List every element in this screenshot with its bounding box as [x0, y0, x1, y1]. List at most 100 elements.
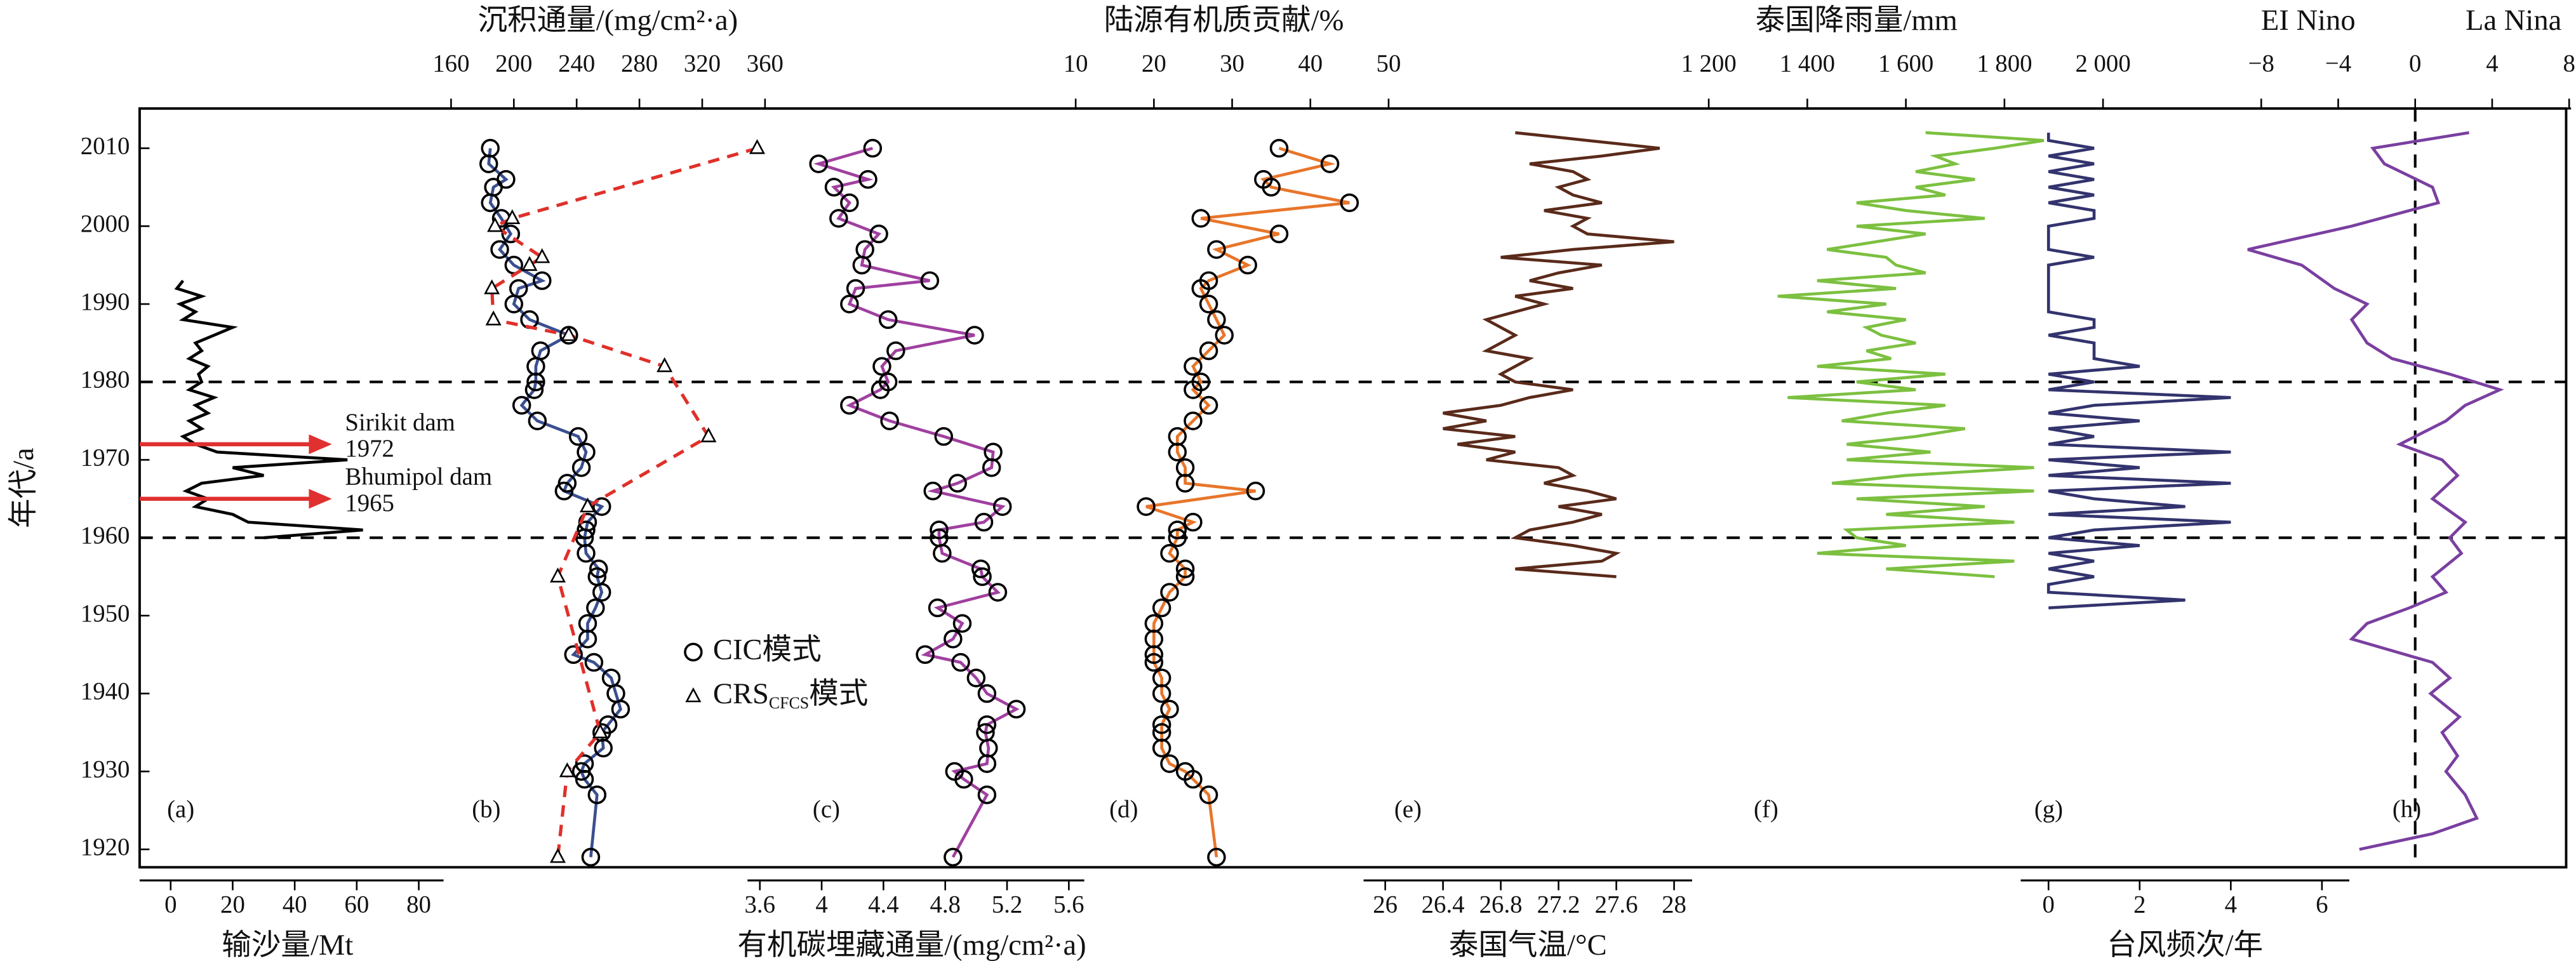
x-tick-label: 4.8 [930, 891, 961, 918]
data-point [977, 754, 997, 773]
x-tick-label: 2 [2133, 891, 2146, 918]
data-point [1152, 598, 1171, 618]
data-point [992, 497, 1012, 516]
data-point [1184, 769, 1203, 789]
data-point [1006, 699, 1026, 719]
data-point [577, 520, 596, 540]
x-tick-label: 50 [1377, 50, 1401, 77]
data-point [611, 699, 631, 719]
data-point [869, 224, 888, 244]
data-point [577, 543, 596, 563]
data-point [840, 395, 859, 415]
data-point [504, 295, 524, 314]
data-point [1175, 474, 1195, 493]
data-point [1340, 193, 1359, 213]
data-point [1160, 699, 1179, 719]
data-point [592, 497, 611, 516]
data-line [174, 279, 363, 540]
data-line [813, 147, 1020, 858]
x-tick-label: 280 [621, 50, 658, 77]
x-tick-label: 200 [495, 50, 532, 77]
y-tick-label: 2000 [81, 210, 130, 237]
data-point [1320, 154, 1340, 173]
data-point [564, 645, 583, 665]
data-point [749, 139, 765, 154]
data-line [1443, 131, 1674, 578]
legend-marker [685, 687, 702, 703]
x-axis-label: EI Nino [2261, 4, 2356, 37]
data-point [1269, 224, 1289, 244]
annotation-text: Bhumipol dam [345, 463, 492, 491]
x-axis-label: 泰国降雨量/mm [1756, 4, 1958, 37]
data-point [965, 326, 984, 345]
data-point [1144, 653, 1164, 672]
data-point [594, 738, 613, 758]
data-point [1215, 326, 1234, 345]
data-point [1152, 684, 1171, 703]
x-axis-label: La Nina [2466, 4, 2562, 37]
x-tick-label: 1 400 [1780, 50, 1835, 77]
x-tick-label: 5.6 [1053, 891, 1084, 918]
x-tick-label: 0 [2409, 50, 2421, 77]
data-point [587, 785, 607, 804]
data-point [581, 847, 601, 867]
data-point [1238, 255, 1257, 275]
y-tick-label: 1920 [81, 833, 130, 861]
x-tick-label: 240 [558, 50, 595, 77]
data-line [490, 147, 758, 858]
data-point [916, 645, 935, 665]
x-tick-label: 30 [1220, 50, 1245, 77]
data-point [1184, 380, 1203, 399]
data-point [528, 411, 547, 430]
data-point [846, 279, 865, 298]
legend-marker [684, 642, 703, 662]
data-line [487, 148, 622, 858]
x-axis-label: 陆源有机质贡献/% [1104, 4, 1344, 37]
data-point [578, 629, 597, 649]
data-point [974, 512, 994, 532]
x-tick-label: 40 [1298, 50, 1323, 77]
data-point [526, 372, 545, 392]
data-point [886, 341, 905, 361]
x-axis-label: 输沙量/Mt [222, 929, 353, 961]
panel-label: (f) [1754, 795, 1779, 823]
y-tick-label: 1930 [81, 755, 130, 783]
x-tick-label: 1 800 [1977, 50, 2032, 77]
data-point [1246, 481, 1265, 501]
x-axis-label: 台风频次/年 [2107, 929, 2263, 961]
x-tick-label: 28 [1662, 891, 1686, 918]
data-point [586, 598, 605, 618]
x-tick-label: −8 [2248, 50, 2274, 77]
data-point [878, 310, 898, 329]
data-point [501, 224, 521, 244]
data-point [568, 427, 588, 446]
data-point [824, 178, 844, 197]
data-point [934, 427, 954, 446]
data-point [561, 326, 577, 341]
data-point [549, 847, 566, 863]
data-point [1199, 785, 1218, 804]
x-tick-label: −4 [2325, 50, 2351, 77]
data-point [571, 458, 591, 477]
legend-label: CRSCFCS模式 [713, 678, 868, 712]
data-point [988, 583, 1008, 602]
data-point [579, 497, 596, 513]
data-point [512, 395, 531, 415]
data-point [481, 193, 500, 213]
x-tick-label: 4 [2225, 891, 2237, 918]
data-point [504, 209, 521, 225]
data-point [589, 559, 608, 579]
data-point [928, 598, 947, 618]
data-point [1160, 583, 1179, 602]
data-point [592, 723, 608, 739]
x-axis-label: 有机碳埋藏通量/(mg/cm²·a) [737, 929, 1086, 961]
legend-name: CRS [713, 678, 769, 710]
data-point [948, 474, 967, 493]
data-point [977, 684, 997, 703]
x-tick-label: 26.8 [1479, 891, 1523, 918]
data-point [1137, 497, 1156, 516]
data-point [1184, 512, 1203, 532]
x-tick-label: 3.6 [744, 891, 775, 918]
data-point [1199, 295, 1218, 314]
x-tick-label: 27.2 [1537, 891, 1580, 918]
